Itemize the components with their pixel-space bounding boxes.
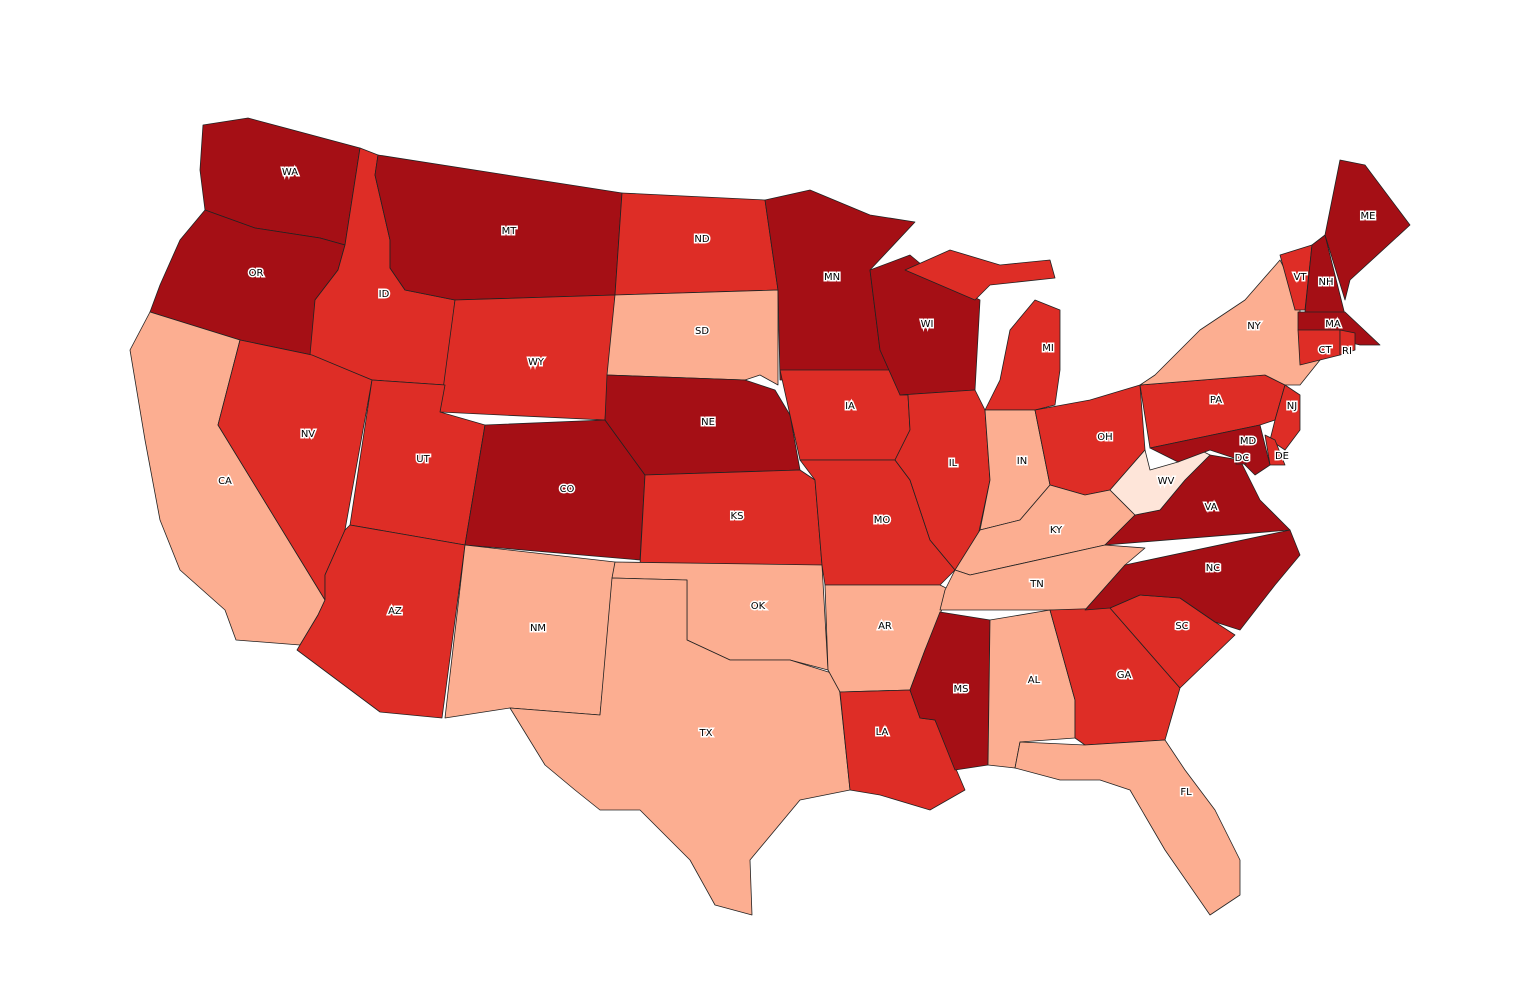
state-label: RI xyxy=(1342,346,1352,357)
state-label: OR xyxy=(249,268,264,279)
state xyxy=(1339,329,1356,356)
state-label: AR xyxy=(878,621,892,632)
state-label: DE xyxy=(1275,451,1289,462)
state-label: CA xyxy=(218,476,232,487)
state xyxy=(1084,529,1301,631)
state-label: WI xyxy=(921,319,934,330)
state-label: UT xyxy=(416,454,430,465)
states xyxy=(129,117,1411,916)
state-label: CT xyxy=(1318,345,1332,356)
state-label: CO xyxy=(560,484,575,495)
state-label: MO xyxy=(874,515,891,526)
state xyxy=(1264,434,1286,466)
state xyxy=(1109,449,1211,516)
state xyxy=(894,389,991,571)
state-label: NC xyxy=(1206,563,1220,574)
state-label: DC xyxy=(1235,453,1250,464)
state xyxy=(604,374,801,476)
state xyxy=(1324,159,1411,301)
state-label: KY xyxy=(1050,525,1063,536)
state xyxy=(1235,454,1247,465)
state-label: WY xyxy=(528,357,545,368)
state xyxy=(904,249,1061,411)
state xyxy=(1149,424,1271,476)
state-label: IL xyxy=(949,458,958,469)
state-label: MS xyxy=(954,684,969,695)
state-label: NH xyxy=(1319,277,1334,288)
state-label: OK xyxy=(751,601,766,612)
state-label: TN xyxy=(1029,579,1044,590)
state xyxy=(1297,311,1381,346)
state-label: TX xyxy=(699,728,713,739)
state xyxy=(1014,739,1241,916)
state-label: OH xyxy=(1097,432,1112,443)
state-label: SD xyxy=(695,326,709,337)
state-label: WA xyxy=(282,167,298,178)
state-label: MT xyxy=(502,226,518,237)
state-label: IN xyxy=(1017,456,1027,467)
state-label: MA xyxy=(1325,319,1341,330)
state-label: FL xyxy=(1180,787,1192,798)
state xyxy=(374,154,623,301)
state-label: NJ xyxy=(1287,401,1297,412)
state xyxy=(606,289,779,386)
state xyxy=(509,577,851,916)
state-label: MN xyxy=(824,272,840,283)
state-label: ID xyxy=(379,289,390,300)
state-label: KS xyxy=(731,511,744,522)
state-label: ND xyxy=(694,234,709,245)
state-label: SC xyxy=(1175,621,1188,632)
state-label: NV xyxy=(301,429,315,440)
state-label: VA xyxy=(1204,502,1217,513)
state-label: MD xyxy=(1240,436,1257,447)
state-label: AZ xyxy=(388,606,402,617)
state xyxy=(779,369,911,461)
state-label: IA xyxy=(845,401,855,412)
state-label: NM xyxy=(530,623,546,634)
state-labels: WA OR CA ID NV MT WY UT AZ CO NM ND SD NE KS OK TX MN IA MO… xyxy=(217,166,1377,800)
state-label: NY xyxy=(1247,321,1261,332)
state-label: NE xyxy=(701,417,715,428)
state-label: LA xyxy=(876,727,889,738)
state-label: ME xyxy=(1361,211,1376,222)
state-label: MI xyxy=(1042,343,1054,354)
state-label: GA xyxy=(1117,670,1132,681)
state xyxy=(464,419,646,561)
state-label: VT xyxy=(1294,272,1308,283)
state xyxy=(296,524,466,719)
state-label: WV xyxy=(1158,476,1175,487)
state-label: AL xyxy=(1028,675,1041,686)
state-label: PA xyxy=(1210,395,1222,406)
